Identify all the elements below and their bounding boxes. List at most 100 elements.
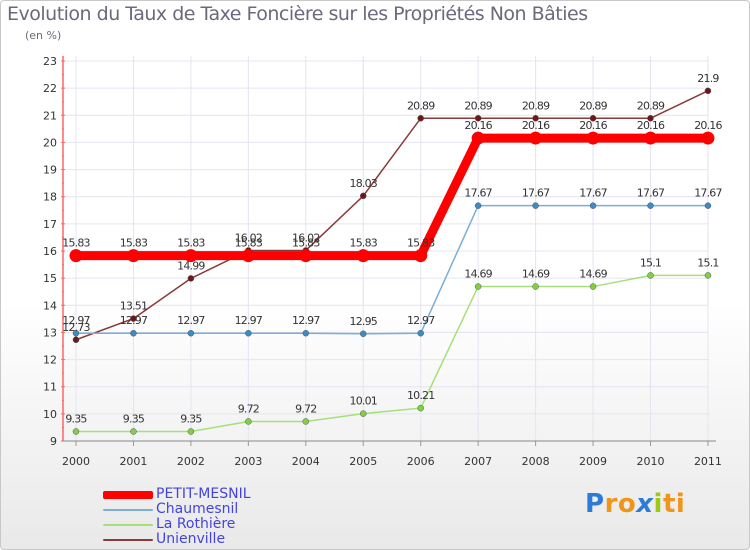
y-tick-label: 17 xyxy=(43,218,57,231)
data-point xyxy=(414,249,428,263)
data-label: 18.03 xyxy=(350,177,378,190)
data-point xyxy=(72,336,80,344)
data-point xyxy=(647,115,654,122)
data-label: 20.89 xyxy=(637,99,665,112)
data-point xyxy=(245,329,252,337)
series-line-la-rothi-re xyxy=(75,274,709,433)
logo-letter: i xyxy=(653,489,663,519)
data-point xyxy=(72,428,80,435)
data-point xyxy=(187,329,195,337)
legend-label: Unienville xyxy=(156,531,226,547)
data-point xyxy=(417,329,424,337)
data-label: 20.89 xyxy=(579,99,607,112)
x-tick-label: 2001 xyxy=(119,455,147,468)
logo-letter: o xyxy=(617,489,637,519)
data-label: 21.9 xyxy=(697,72,719,85)
legend-item: PETIT-MESNIL xyxy=(103,487,251,502)
data-point xyxy=(471,131,485,145)
data-point xyxy=(474,115,482,122)
logo-letter: t xyxy=(662,489,676,519)
data-label: 12.95 xyxy=(350,315,378,328)
data-point xyxy=(704,87,712,95)
series-line-chaumesnil xyxy=(75,204,709,335)
legend-swatch xyxy=(103,508,153,511)
logo-letter: r xyxy=(604,489,618,519)
data-label: 20.89 xyxy=(522,99,550,112)
data-label: 15.83 xyxy=(407,237,435,250)
data-label: 12.73 xyxy=(62,321,90,334)
data-label: 17.67 xyxy=(522,187,550,200)
data-point xyxy=(586,131,600,145)
x-tick-label: 2009 xyxy=(579,455,607,468)
legend-label: La Rothière xyxy=(156,516,236,532)
data-point xyxy=(529,131,543,145)
y-tick-label: 11 xyxy=(43,381,57,394)
x-tick-label: 2006 xyxy=(407,455,435,468)
data-label: 15.1 xyxy=(697,256,718,269)
data-label: 12.97 xyxy=(292,314,320,327)
y-tick-label: 16 xyxy=(43,245,57,258)
legend-item: Chaumesnil xyxy=(103,502,251,517)
y-axis-unit: (en %) xyxy=(25,29,62,42)
legend-item: La Rothière xyxy=(103,517,251,532)
series-line-petit-mesnil xyxy=(71,133,713,261)
data-label: 15.83 xyxy=(292,237,320,250)
proxiti-logo: Proxiti xyxy=(585,489,685,519)
data-label: 20.89 xyxy=(407,99,435,112)
data-label: 15.83 xyxy=(235,237,263,250)
y-tick-label: 20 xyxy=(43,136,57,149)
data-point xyxy=(647,272,654,279)
x-tick-label: 2005 xyxy=(349,455,377,468)
data-label: 17.67 xyxy=(637,187,665,200)
data-label: 10.21 xyxy=(407,389,435,402)
y-tick-label: 13 xyxy=(43,326,57,339)
data-point xyxy=(69,249,83,263)
data-label: 17.67 xyxy=(694,187,722,200)
data-point xyxy=(245,418,252,425)
data-label: 20.16 xyxy=(579,119,607,132)
legend-swatch xyxy=(103,538,153,541)
data-label: 13.51 xyxy=(120,300,148,313)
y-tick-label: 15 xyxy=(43,272,57,285)
x-tick-label: 2003 xyxy=(234,455,262,468)
logo-letter: x xyxy=(636,489,654,519)
data-label: 9.72 xyxy=(295,402,316,415)
data-point xyxy=(302,418,310,425)
data-label: 16.02 xyxy=(235,231,263,244)
legend: PETIT-MESNIL Chaumesnil La Rothière Unienvi… xyxy=(103,487,251,547)
data-point xyxy=(532,283,539,290)
y-tick-label: 19 xyxy=(43,164,57,177)
data-point xyxy=(474,283,482,290)
data-point xyxy=(130,315,137,322)
data-point xyxy=(417,404,424,412)
data-label: 12.97 xyxy=(120,314,148,327)
data-label: 17.67 xyxy=(579,187,607,200)
data-point xyxy=(532,202,539,209)
data-label: 14.99 xyxy=(177,259,205,272)
y-tick-label: 10 xyxy=(43,408,57,421)
data-label: 9.35 xyxy=(180,413,202,426)
data-label: 12.97 xyxy=(62,314,90,327)
data-label: 12.97 xyxy=(177,314,205,327)
data-point xyxy=(360,192,367,200)
data-point xyxy=(360,330,367,338)
data-point xyxy=(241,249,255,263)
y-tick-label: 9 xyxy=(50,435,57,448)
legend-swatch xyxy=(103,523,153,526)
data-label: 15.83 xyxy=(350,237,378,250)
data-point xyxy=(360,410,367,417)
data-label: 14.69 xyxy=(579,268,607,281)
x-tick-label: 2008 xyxy=(522,455,550,468)
data-label: 20.16 xyxy=(637,119,665,132)
data-label: 20.16 xyxy=(464,119,492,132)
data-label: 14.69 xyxy=(464,268,492,281)
data-point xyxy=(187,428,195,435)
data-point xyxy=(302,329,310,337)
data-label: 17.67 xyxy=(464,187,492,200)
data-point xyxy=(704,202,712,209)
data-point xyxy=(72,329,80,337)
data-point xyxy=(417,115,424,122)
x-tick-label: 2000 xyxy=(62,455,90,468)
